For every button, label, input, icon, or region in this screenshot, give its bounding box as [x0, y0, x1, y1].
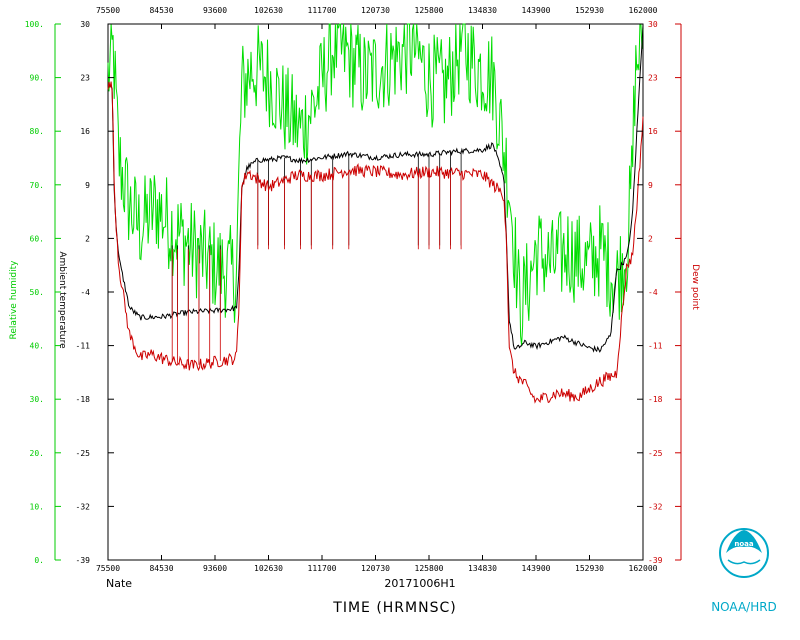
x-tick-label-bottom: 143900 [522, 564, 551, 573]
rh-tick-label: 40. [30, 342, 44, 351]
series-spikes-dew [171, 170, 462, 365]
temp-tick-label: 30 [80, 20, 90, 29]
dew-tick-label: -18 [648, 395, 663, 404]
x-tick-label-bottom: 111700 [308, 564, 337, 573]
axes-group: 75500 75500 84530 84530 93600 93600 102630 1026… [25, 6, 682, 573]
rh-tick-label: 30. [30, 395, 44, 404]
x-tick-label-bottom: 162000 [629, 564, 658, 573]
dew-tick-label: 2 [648, 234, 653, 243]
x-tick-label-top: 125800 [415, 6, 444, 15]
x-tick-label-top: 134830 [468, 6, 497, 15]
temp-tick-label: -32 [76, 502, 91, 511]
logo-ring [719, 528, 769, 578]
dew-tick-label: -4 [648, 288, 658, 297]
x-tick-label-bottom: 134830 [468, 564, 497, 573]
temp-tick-label: 2 [85, 234, 90, 243]
dew-tick-label: 16 [648, 127, 658, 136]
temp-axis-label: Ambient temperature [57, 251, 67, 349]
dew-tick-label: 9 [648, 181, 653, 190]
temp-tick-label: 23 [80, 74, 90, 83]
temp-tick-label: 9 [85, 181, 90, 190]
series-line-temp [107, 26, 644, 353]
x-tick-label-top: 102630 [254, 6, 283, 15]
x-tick-label-bottom: 102630 [254, 564, 283, 573]
dew-tick-label: -32 [648, 502, 663, 511]
logo-text: noaa [734, 540, 754, 548]
series-line-rh [107, 23, 644, 346]
logo-bird-icon [726, 530, 762, 553]
x-axis-label: TIME (HRMNSC) [332, 600, 456, 616]
rh-tick-label: 50. [30, 288, 44, 297]
dew-axis-label: Dew point [690, 264, 700, 310]
flight-id: 20171006H1 [384, 577, 455, 590]
labels-group: Nate 20171006H1 TIME (HRMNSC) Relative h… [9, 251, 700, 616]
x-tick-label-top: 143900 [522, 6, 551, 15]
rh-tick-label: 70. [30, 181, 44, 190]
x-tick-label-top: 162000 [629, 6, 658, 15]
x-tick-label-bottom: 75500 [96, 564, 120, 573]
dew-tick-label: -11 [648, 342, 663, 351]
x-tick-label-top: 111700 [308, 6, 337, 15]
series-group [107, 23, 644, 404]
x-tick-label-bottom: 84530 [149, 564, 173, 573]
dew-tick-label: 23 [648, 74, 658, 83]
temp-tick-label: -11 [76, 342, 91, 351]
x-tick-label-top: 152930 [575, 6, 604, 15]
rh-tick-label: 20. [30, 449, 44, 458]
rh-tick-label: 90. [30, 74, 44, 83]
temp-tick-label: -25 [76, 449, 91, 458]
logo-wave-icon [727, 559, 761, 565]
x-tick-label-top: 84530 [149, 6, 173, 15]
storm-name: Nate [106, 577, 132, 590]
temp-tick-label: 16 [80, 127, 90, 136]
temp-tick-label: -18 [76, 395, 91, 404]
rh-tick-label: 60. [30, 234, 44, 243]
x-tick-label-top: 93600 [203, 6, 227, 15]
dew-tick-label: -39 [648, 556, 663, 565]
x-tick-label-bottom: 120730 [361, 564, 390, 573]
temp-tick-label: -4 [80, 288, 90, 297]
x-tick-label-bottom: 93600 [203, 564, 227, 573]
rh-axis-label: Relative humidity [9, 260, 19, 340]
series-line-dew [107, 81, 644, 404]
noaa-logo: noaa [719, 528, 769, 578]
x-tick-label-top: 75500 [96, 6, 120, 15]
rh-tick-label: 80. [30, 127, 44, 136]
x-tick-label-bottom: 125800 [415, 564, 444, 573]
x-tick-label-bottom: 152930 [575, 564, 604, 573]
dew-tick-label: -25 [648, 449, 663, 458]
temp-tick-label: -39 [76, 556, 91, 565]
x-tick-label-top: 120730 [361, 6, 390, 15]
rh-tick-label: 0. [34, 556, 44, 565]
dew-tick-label: 30 [648, 20, 658, 29]
rh-tick-label: 10. [30, 502, 44, 511]
agency-label: NOAA/HRD [711, 600, 777, 614]
rh-tick-label: 100. [25, 20, 44, 29]
